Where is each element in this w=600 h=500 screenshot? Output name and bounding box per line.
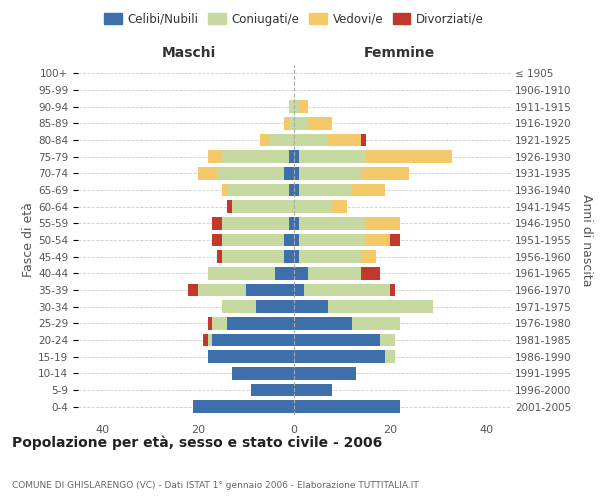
Bar — [328, 300, 433, 313]
Bar — [246, 284, 294, 296]
Bar — [289, 150, 294, 163]
Bar — [227, 200, 232, 213]
Bar — [251, 384, 294, 396]
Bar — [275, 267, 294, 280]
Bar — [208, 267, 275, 280]
Bar — [284, 117, 289, 130]
Bar — [188, 284, 198, 296]
Y-axis label: Anni di nascita: Anni di nascita — [580, 194, 593, 286]
Bar — [294, 267, 308, 280]
Bar — [217, 167, 284, 179]
Bar — [294, 400, 400, 413]
Bar — [222, 300, 256, 313]
Bar — [289, 184, 294, 196]
Bar — [361, 167, 409, 179]
Bar — [352, 317, 400, 330]
Bar — [299, 167, 361, 179]
Bar — [289, 117, 294, 130]
Bar — [366, 217, 400, 230]
Bar — [208, 334, 212, 346]
Bar — [294, 367, 356, 380]
Bar — [294, 334, 380, 346]
Bar — [294, 350, 385, 363]
Bar — [308, 117, 332, 130]
Bar — [294, 184, 299, 196]
Bar — [284, 250, 294, 263]
Bar — [328, 134, 361, 146]
Bar — [299, 150, 366, 163]
Y-axis label: Fasce di età: Fasce di età — [22, 202, 35, 278]
Bar — [294, 250, 299, 263]
Bar — [390, 234, 400, 246]
Bar — [332, 200, 347, 213]
Bar — [294, 117, 308, 130]
Bar — [217, 250, 222, 263]
Bar — [294, 384, 332, 396]
Bar — [299, 184, 352, 196]
Bar — [270, 134, 294, 146]
Bar — [222, 184, 227, 196]
Bar — [294, 317, 352, 330]
Bar — [294, 234, 299, 246]
Bar — [294, 300, 328, 313]
Bar — [294, 167, 299, 179]
Bar — [212, 234, 222, 246]
Bar — [212, 317, 227, 330]
Bar — [208, 150, 222, 163]
Bar — [299, 100, 308, 113]
Bar — [193, 400, 294, 413]
Bar — [222, 150, 289, 163]
Legend: Celibi/Nubili, Coniugati/e, Vedovi/e, Divorziati/e: Celibi/Nubili, Coniugati/e, Vedovi/e, Di… — [99, 8, 489, 30]
Bar — [299, 250, 361, 263]
Bar — [299, 217, 366, 230]
Bar — [385, 350, 395, 363]
Bar — [294, 100, 299, 113]
Bar — [208, 317, 212, 330]
Bar — [203, 334, 208, 346]
Bar — [222, 217, 289, 230]
Bar — [294, 134, 328, 146]
Bar — [289, 100, 294, 113]
Bar — [227, 184, 289, 196]
Text: Popolazione per età, sesso e stato civile - 2006: Popolazione per età, sesso e stato civil… — [12, 436, 382, 450]
Text: Femmine: Femmine — [364, 46, 435, 60]
Bar — [294, 150, 299, 163]
Bar — [294, 284, 304, 296]
Bar — [294, 217, 299, 230]
Bar — [212, 334, 294, 346]
Bar — [390, 284, 395, 296]
Bar — [361, 267, 380, 280]
Bar — [198, 167, 217, 179]
Bar — [222, 234, 284, 246]
Bar — [198, 284, 246, 296]
Bar — [232, 367, 294, 380]
Bar — [308, 267, 361, 280]
Bar — [284, 167, 294, 179]
Bar — [352, 184, 385, 196]
Bar — [212, 217, 222, 230]
Bar — [366, 234, 390, 246]
Bar — [299, 234, 366, 246]
Bar — [366, 150, 452, 163]
Bar — [361, 250, 376, 263]
Text: Maschi: Maschi — [161, 46, 215, 60]
Bar — [227, 317, 294, 330]
Bar — [294, 200, 332, 213]
Bar — [380, 334, 395, 346]
Bar — [222, 250, 284, 263]
Bar — [260, 134, 270, 146]
Bar — [232, 200, 294, 213]
Text: COMUNE DI GHISLARENGO (VC) - Dati ISTAT 1° gennaio 2006 - Elaborazione TUTTITALI: COMUNE DI GHISLARENGO (VC) - Dati ISTAT … — [12, 481, 419, 490]
Bar — [304, 284, 390, 296]
Bar — [208, 350, 294, 363]
Bar — [256, 300, 294, 313]
Bar — [289, 217, 294, 230]
Bar — [284, 234, 294, 246]
Bar — [361, 134, 366, 146]
